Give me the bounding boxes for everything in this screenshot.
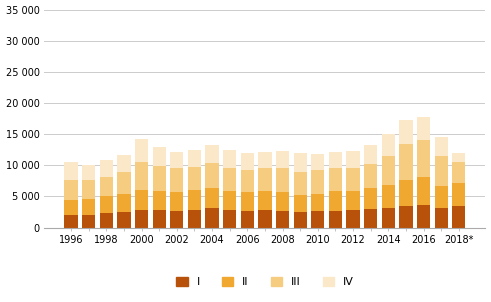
Bar (100, 196, 113, 213)
Bar (311, 154, 325, 170)
Bar (294, 195, 307, 212)
Bar (399, 180, 412, 206)
Bar (117, 155, 131, 172)
Bar (276, 192, 289, 211)
Bar (241, 211, 254, 228)
Bar (100, 160, 113, 176)
Bar (170, 152, 184, 169)
Bar (294, 212, 307, 228)
Bar (170, 192, 184, 211)
Bar (417, 205, 430, 228)
Legend: I, II, III, IV: I, II, III, IV (172, 272, 358, 292)
Bar (382, 134, 395, 156)
Bar (135, 139, 148, 162)
Bar (170, 211, 184, 228)
Bar (135, 210, 148, 228)
Bar (417, 140, 430, 177)
Bar (452, 206, 465, 228)
Bar (382, 208, 395, 228)
Bar (117, 194, 131, 212)
Bar (135, 190, 148, 210)
Bar (64, 200, 78, 215)
Bar (452, 153, 465, 162)
Bar (153, 147, 166, 166)
Bar (205, 188, 218, 208)
Bar (364, 164, 377, 188)
Bar (435, 156, 448, 186)
Bar (347, 210, 359, 228)
Bar (399, 144, 412, 180)
Bar (117, 172, 131, 194)
Bar (205, 145, 218, 163)
Bar (223, 210, 236, 228)
Bar (82, 199, 95, 214)
Bar (241, 192, 254, 211)
Bar (258, 152, 272, 169)
Bar (64, 215, 78, 228)
Bar (188, 150, 201, 167)
Bar (64, 162, 78, 180)
Bar (347, 151, 359, 169)
Bar (276, 151, 289, 169)
Bar (452, 183, 465, 206)
Bar (435, 137, 448, 156)
Bar (311, 170, 325, 194)
Bar (435, 186, 448, 208)
Bar (153, 166, 166, 191)
Bar (117, 212, 131, 228)
Bar (82, 165, 95, 180)
Bar (82, 214, 95, 228)
Bar (399, 206, 412, 228)
Bar (205, 163, 218, 188)
Bar (135, 162, 148, 190)
Bar (241, 170, 254, 192)
Bar (258, 169, 272, 191)
Bar (188, 210, 201, 228)
Bar (258, 210, 272, 228)
Bar (100, 176, 113, 196)
Bar (276, 211, 289, 228)
Bar (64, 180, 78, 200)
Bar (417, 117, 430, 140)
Bar (205, 208, 218, 228)
Bar (223, 168, 236, 191)
Bar (347, 169, 359, 191)
Bar (188, 167, 201, 190)
Bar (223, 150, 236, 168)
Bar (364, 145, 377, 164)
Bar (276, 169, 289, 192)
Bar (258, 191, 272, 210)
Bar (399, 120, 412, 144)
Bar (223, 191, 236, 210)
Bar (364, 209, 377, 228)
Bar (452, 162, 465, 183)
Bar (364, 188, 377, 209)
Bar (153, 210, 166, 228)
Bar (329, 191, 342, 211)
Bar (347, 191, 359, 210)
Bar (170, 169, 184, 192)
Bar (329, 169, 342, 191)
Bar (329, 152, 342, 169)
Bar (100, 213, 113, 228)
Bar (382, 185, 395, 208)
Bar (82, 180, 95, 199)
Bar (311, 194, 325, 211)
Bar (241, 153, 254, 170)
Bar (294, 153, 307, 172)
Bar (329, 211, 342, 228)
Bar (188, 190, 201, 210)
Bar (382, 156, 395, 185)
Bar (311, 211, 325, 228)
Bar (435, 208, 448, 228)
Bar (294, 172, 307, 195)
Bar (153, 191, 166, 210)
Bar (417, 177, 430, 205)
